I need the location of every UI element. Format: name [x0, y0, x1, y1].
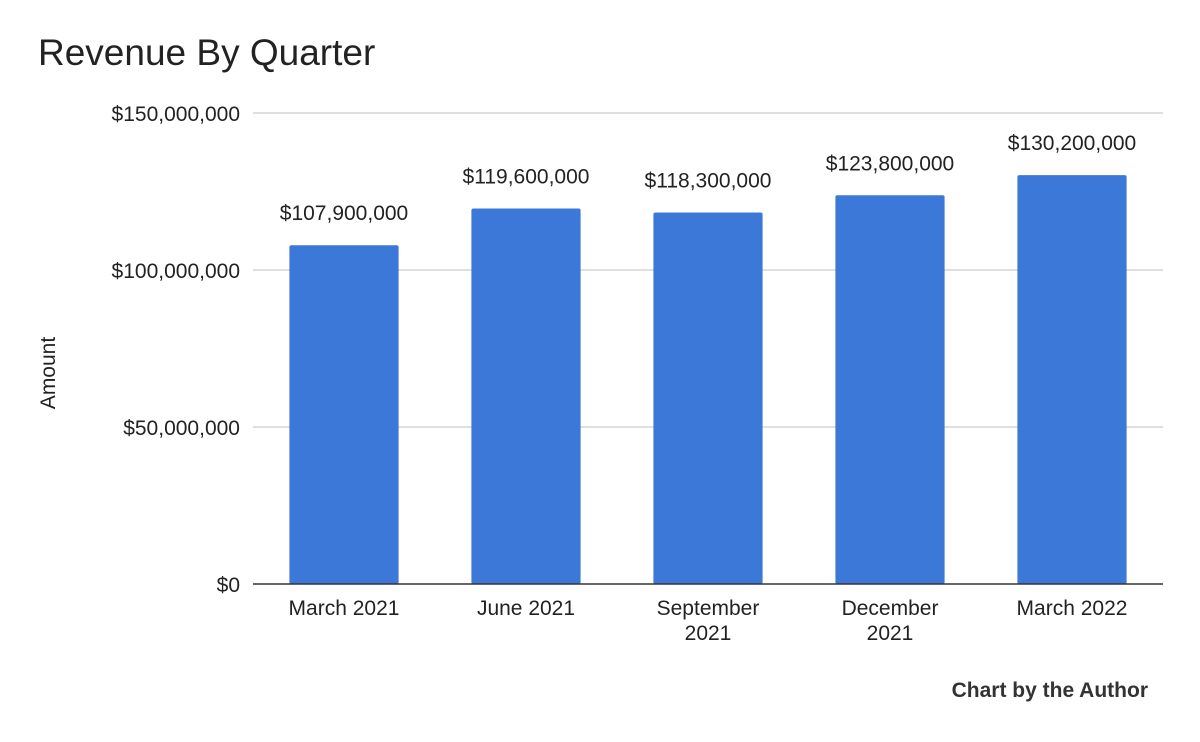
y-axis-title: Amount — [37, 337, 60, 410]
x-tick-label: March 2021 — [289, 597, 400, 620]
x-tick-label: September 2021 — [657, 597, 760, 645]
y-tick-label: $150,000,000 — [112, 103, 240, 126]
bar-value-label: $123,800,000 — [826, 152, 954, 175]
y-tick-label: $0 — [217, 574, 240, 597]
chart-credit: Chart by the Author — [951, 679, 1148, 702]
bar — [1017, 175, 1127, 584]
bar-value-label: $107,900,000 — [280, 202, 408, 225]
bar-value-label: $130,200,000 — [1008, 132, 1136, 155]
bar-value-label: $119,600,000 — [463, 165, 590, 188]
chart-title: Revenue By Quarter — [38, 32, 376, 73]
x-tick-label: December 2021 — [842, 597, 939, 645]
bar — [289, 245, 399, 584]
bar — [653, 212, 763, 584]
x-tick-label: March 2022 — [1017, 597, 1128, 620]
data-labels: $107,900,000 $119,600,000 $118,300,000 $123… — [280, 132, 1136, 225]
y-tick-label: $100,000,000 — [112, 260, 240, 283]
y-tick-label: $50,000,000 — [123, 417, 240, 440]
bars — [289, 175, 1127, 584]
bar-value-label: $118,300,000 — [645, 170, 772, 193]
x-tick-label: June 2021 — [477, 597, 575, 620]
x-tick-labels: March 2021 June 2021 September 2021 December… — [289, 597, 1128, 645]
bar — [471, 208, 581, 584]
y-tick-labels: $0 $50,000,000 $100,000,000 $150,000,000 — [112, 103, 240, 597]
bar — [835, 195, 945, 584]
